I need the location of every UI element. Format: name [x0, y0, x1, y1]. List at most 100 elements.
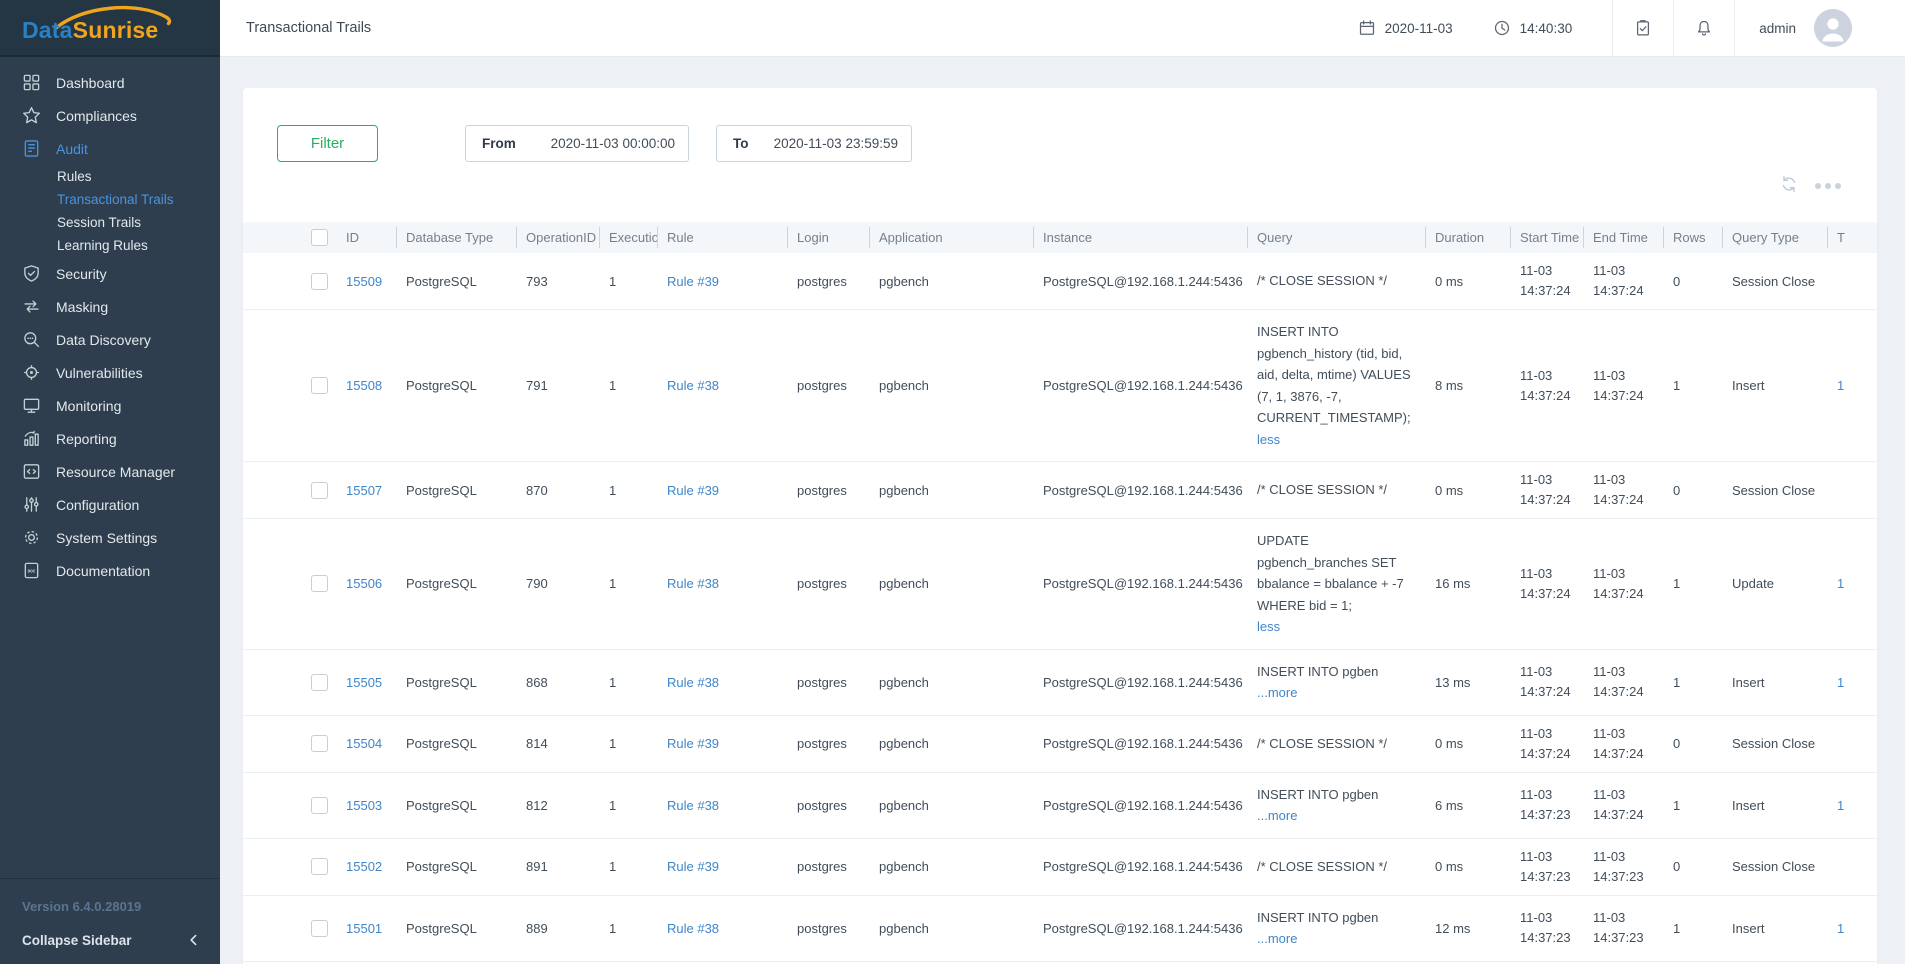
rule-link[interactable]: Rule #38	[667, 378, 720, 393]
sidebar-item-rules[interactable]: Rules	[57, 169, 92, 184]
trail-link[interactable]: 1	[1837, 674, 1845, 690]
rule-link[interactable]: Rule #38	[667, 674, 720, 690]
rule-link[interactable]: Rule #39	[667, 736, 720, 751]
column-header-rule[interactable]: Rule	[657, 222, 787, 253]
column-header-application[interactable]: Application	[869, 222, 1033, 253]
filter-button[interactable]: Filter	[277, 125, 378, 162]
id-link[interactable]: 15504	[346, 736, 383, 751]
cell-trail	[1827, 253, 1877, 310]
sidebar-item-compliances[interactable]: Compliances	[0, 99, 220, 132]
cell-database-type: PostgreSQL	[396, 309, 516, 462]
sidebar-item-session-trails[interactable]: Session Trails	[57, 215, 142, 230]
time-display[interactable]: 14:40:30	[1493, 19, 1572, 37]
sidebar-item-reporting[interactable]: Reporting	[0, 422, 220, 455]
row-checkbox[interactable]	[311, 481, 328, 499]
column-header-login[interactable]: Login	[787, 222, 869, 253]
collapse-sidebar-button[interactable]: Collapse Sidebar	[0, 928, 220, 952]
id-link[interactable]: 15506	[346, 576, 383, 592]
logo[interactable]: DataSunrise	[0, 0, 220, 57]
rule-link[interactable]: Rule #39	[667, 273, 720, 289]
row-checkbox[interactable]	[311, 575, 328, 593]
row-checkbox[interactable]	[311, 858, 328, 875]
sidebar-item-vulnerabilities[interactable]: Vulnerabilities	[0, 356, 220, 389]
cell-duration: 0 ms	[1425, 715, 1510, 773]
id-link[interactable]: 15505	[346, 674, 383, 690]
column-header-database-type[interactable]: Database Type	[396, 222, 516, 253]
trail-link[interactable]: 1	[1837, 797, 1845, 813]
cell-rule: Rule #38	[657, 518, 787, 650]
cell-instance: PostgreSQL@192.168.1.244:5436	[1033, 309, 1247, 462]
row-checkbox[interactable]	[311, 272, 328, 290]
tasks-button[interactable]	[1613, 19, 1673, 37]
sidebar-item-security[interactable]: Security	[0, 257, 220, 290]
row-checkbox[interactable]	[311, 673, 328, 691]
id-link[interactable]: 15503	[346, 797, 383, 813]
row-checkbox[interactable]	[311, 377, 328, 394]
select-all-checkbox[interactable]	[311, 229, 328, 246]
to-datetime-input[interactable]: To 2020-11-03 23:59:59	[716, 125, 912, 162]
id-link[interactable]: 15507	[346, 482, 383, 498]
column-header-id[interactable]: ID	[336, 222, 396, 253]
sidebar-item-transactional-trails[interactable]: Transactional Trails	[57, 192, 174, 207]
id-link[interactable]: 15501	[346, 920, 383, 936]
column-header-operationid[interactable]: OperationID	[516, 222, 599, 253]
column-header-duration[interactable]: Duration	[1425, 222, 1510, 253]
sidebar-item-masking[interactable]: Masking	[0, 290, 220, 323]
cell-operation-id: 812	[516, 772, 599, 839]
date-display[interactable]: 2020-11-03	[1358, 19, 1453, 37]
row-checkbox[interactable]	[311, 735, 328, 752]
sidebar-item-resource-manager[interactable]: Resource Manager	[0, 455, 220, 488]
table-row: 15508 PostgreSQL 791 1 Rule #38 postgres pgben…	[243, 309, 1877, 462]
sidebar-item-documentation[interactable]: DOC Documentation	[0, 554, 220, 587]
rule-link[interactable]: Rule #39	[667, 859, 720, 874]
column-header-start-time[interactable]: Start Time	[1510, 222, 1583, 253]
column-header-end-time[interactable]: End Time	[1583, 222, 1663, 253]
column-header-rows[interactable]: Rows	[1663, 222, 1722, 253]
cell-login: postgres	[787, 461, 869, 519]
query-more-link[interactable]: ...more	[1257, 685, 1298, 700]
user-menu[interactable]: admin	[1735, 9, 1905, 47]
sidebar-item-monitoring[interactable]: Monitoring	[0, 389, 220, 422]
sidebar-item-configuration[interactable]: Configuration	[0, 488, 220, 521]
column-header-t[interactable]: T	[1827, 222, 1877, 253]
query-text: /* CLOSE SESSION */	[1257, 735, 1388, 751]
rule-link[interactable]: Rule #38	[667, 797, 720, 813]
from-datetime-input[interactable]: From 2020-11-03 00:00:00	[465, 125, 689, 162]
rule-link[interactable]: Rule #39	[667, 482, 720, 498]
sidebar-item-learning-rules[interactable]: Learning Rules	[57, 238, 148, 253]
query-less-link[interactable]: less	[1257, 431, 1281, 447]
column-header-query[interactable]: Query	[1247, 222, 1425, 253]
trail-link[interactable]: 1	[1837, 576, 1845, 592]
query-more-link[interactable]: ...more	[1257, 808, 1298, 823]
sidebar-item-dashboard[interactable]: Dashboard	[0, 66, 220, 99]
more-options-icon[interactable]	[1815, 179, 1841, 189]
query-more-link[interactable]: ...more	[1257, 931, 1298, 946]
row-checkbox[interactable]	[311, 919, 328, 937]
cell-rule: Rule #39	[657, 838, 787, 896]
id-link[interactable]: 15509	[346, 273, 383, 289]
dashboard-icon	[22, 73, 41, 92]
rule-link[interactable]: Rule #38	[667, 576, 720, 592]
notifications-button[interactable]	[1674, 19, 1734, 37]
column-header-execution[interactable]: Execution	[599, 222, 657, 253]
cell-end-time: 11-03 14:37:23	[1583, 838, 1663, 896]
row-checkbox[interactable]	[311, 796, 328, 814]
id-link[interactable]: 15502	[346, 859, 383, 874]
sidebar-item-audit[interactable]: Audit	[0, 132, 220, 165]
sidebar-item-data-discovery[interactable]: Data Discovery	[0, 323, 220, 356]
cell-login: postgres	[787, 715, 869, 773]
column-header-instance[interactable]: Instance	[1033, 222, 1247, 253]
trail-link[interactable]: 1	[1837, 378, 1845, 393]
cell-trail: 1	[1827, 309, 1877, 462]
query-less-link[interactable]: less	[1257, 619, 1281, 634]
refresh-icon[interactable]	[1779, 174, 1799, 194]
column-header-query-type[interactable]: Query Type	[1722, 222, 1827, 253]
trail-link[interactable]: 1	[1837, 920, 1845, 936]
id-link[interactable]: 15508	[346, 378, 383, 393]
rule-link[interactable]: Rule #38	[667, 920, 720, 936]
sidebar-item-system-settings[interactable]: System Settings	[0, 521, 220, 554]
